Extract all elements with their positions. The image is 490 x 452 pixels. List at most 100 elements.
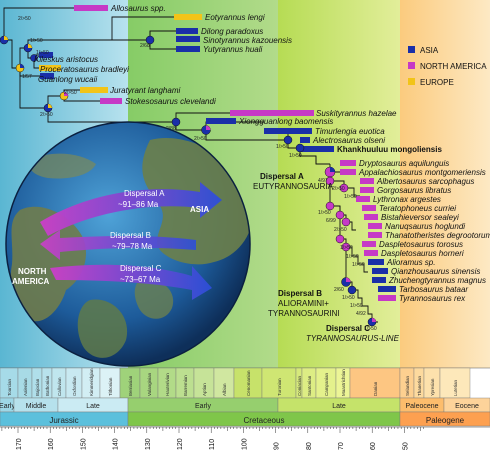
node-support: 1/>50 xyxy=(30,38,43,44)
bar-lythronax xyxy=(356,196,370,202)
stage-label: Cenomanian xyxy=(246,370,251,396)
age-tick-label: 150 xyxy=(80,438,87,450)
epoch-label: Early xyxy=(195,403,211,410)
north-america-landmass xyxy=(10,206,87,322)
bar-daspletosaurus-torosus xyxy=(362,241,376,247)
branch-allosaurus xyxy=(3,7,74,40)
taxon-label: Albertosaurus sarcophagus xyxy=(376,177,474,186)
age-tick-label: 90 xyxy=(274,442,281,450)
bar-juratyrant xyxy=(80,87,108,93)
node-pie-dilong xyxy=(145,35,155,45)
bar-tyrannosaurus xyxy=(378,295,396,301)
legend-swatch-europe xyxy=(408,78,415,85)
stage-label: Thanetian xyxy=(417,375,422,396)
bar-alectrosaurus xyxy=(300,137,310,143)
bar-yutyrannus xyxy=(176,46,200,52)
clade-dispersal-c-name: TYRANNOSAURUS-LINE xyxy=(306,334,400,343)
bar-eotyrannus xyxy=(174,14,202,20)
stage-label: Lutetian xyxy=(453,379,458,396)
epoch-label: Eocene xyxy=(455,403,479,410)
age-tick-label: 160 xyxy=(48,438,55,450)
node-support: 1/>50 xyxy=(289,153,302,159)
clade-dispersal-c-title: Dispersal C xyxy=(326,324,370,333)
paleogeographic-globe: Dispersal A ~91–86 Ma Dispersal B ~79–78… xyxy=(5,121,251,367)
node-support: 2/>50 xyxy=(18,16,31,22)
period-label: Jurassic xyxy=(49,416,78,425)
dispersal-b-title: Dispersal B xyxy=(110,231,151,240)
node-pie-tyrannosaurinae xyxy=(325,201,335,211)
node-pies xyxy=(0,35,377,327)
dispersal-a-title: Dispersal A xyxy=(124,189,165,198)
node-support: 1/57 xyxy=(22,74,32,80)
epoch-label: Paleocene xyxy=(405,403,438,410)
taxon-label: Daspletosaurus torosus xyxy=(379,240,463,249)
taxon-label: Tyrannosaurus rex xyxy=(399,294,466,303)
clade-annotations: Dispersal A EUTYRANNOSAURIA Dispersal B … xyxy=(253,172,400,343)
bar-bistahieversor xyxy=(364,214,378,220)
south-landmass xyxy=(77,299,128,358)
taxon-label: Eotyrannus lengi xyxy=(205,13,265,22)
taxon-label: Tarbosaurus bataar xyxy=(399,285,468,294)
stage-label: Danian xyxy=(373,381,378,396)
stage-row: Toarcian Aalenian Bajocian Bathonian Callovi… xyxy=(0,367,471,399)
taxon-label: Nanuqsaurus hoglundi xyxy=(385,222,465,231)
taxon-label: Daspletosaurus horneri xyxy=(381,249,464,258)
clade-dispersal-b-name-2: TYRANNOSAURINI xyxy=(268,309,340,318)
legend-swatch-north-america xyxy=(408,62,415,69)
stage-label: Aalenian xyxy=(23,378,28,396)
taxon-label: Suskityrannus hazelae xyxy=(316,109,397,118)
dispersal-c-range: ~73–67 Ma xyxy=(120,275,161,284)
period-row: Jurassic Cretaceous Paleogene xyxy=(0,411,490,427)
bar-zhuchengtyrannus xyxy=(372,277,386,283)
node-pie-daspletosaurus xyxy=(341,242,351,252)
node-support: 1/>50 xyxy=(346,254,359,260)
taxon-label-highlight: Khankhuuluu mongoliensis xyxy=(337,145,442,154)
taxon-label: Dryptosaurus aquilunguis xyxy=(359,159,449,168)
taxon-label: Teratophoneus curriei xyxy=(379,204,456,213)
taxon-label: Kileskus aristocus xyxy=(34,55,98,64)
age-tick-label: 110 xyxy=(209,439,216,450)
clade-dispersal-a-title: Dispersal A xyxy=(260,172,304,181)
node-support: 2/88 xyxy=(166,126,176,132)
stage-label: Valanginian xyxy=(147,372,152,396)
age-tick-label: 60 xyxy=(370,442,377,450)
stage-label: Aptian xyxy=(202,383,207,396)
stage-label: Bajocian xyxy=(35,378,40,396)
bar-timurlengia xyxy=(264,128,312,134)
stage-label: Bathonian xyxy=(45,375,50,396)
node-support: 1/>50 xyxy=(340,245,353,251)
clade-dispersal-b-name-1: ALIORAMINI+ xyxy=(278,299,329,308)
clade-dispersal-b-title: Dispersal B xyxy=(278,289,322,298)
epoch-label: Late xyxy=(86,403,100,410)
bar-suskityrannus xyxy=(230,110,314,116)
dispersal-a-range: ~91–86 Ma xyxy=(118,200,159,209)
bar-teratophoneus xyxy=(362,205,376,211)
node-support: 1/>50 xyxy=(364,326,377,332)
node-pie-tyrannosaurus-line-slice xyxy=(372,318,376,322)
stage-label: Callovian xyxy=(57,377,62,396)
age-tick-label: 130 xyxy=(145,438,152,450)
branch-pantyrannosauria xyxy=(19,68,48,109)
bar-daspletosaurus-horneri xyxy=(364,250,378,256)
dispersal-c-arrow xyxy=(50,264,212,300)
legend-label-europe: EUROPE xyxy=(420,78,454,87)
node-support: 2/>50 xyxy=(40,112,53,118)
stage-label: Kimmeridgian xyxy=(89,368,94,396)
node-support: 1/>50 xyxy=(344,194,357,200)
bar-proceratosaurus xyxy=(39,65,61,71)
age-tick-label: 50 xyxy=(402,442,409,450)
taxon-label: Lythronax argestes xyxy=(373,195,441,204)
age-tick-label: 80 xyxy=(306,442,313,450)
stage-label: Berriasian xyxy=(128,375,133,396)
node-support: 2/>50 xyxy=(334,227,347,233)
node-support: 2/>50 xyxy=(64,90,77,96)
branch-tyrannosaurini xyxy=(345,247,378,323)
node-support: 6/99 xyxy=(326,218,336,224)
globe-outline xyxy=(5,121,251,367)
late-cretaceous-band xyxy=(278,0,400,368)
paleogene-band xyxy=(400,0,490,368)
taxon-label: Juratyrant langhami xyxy=(109,86,180,95)
bar-albertosaurus xyxy=(360,178,374,184)
